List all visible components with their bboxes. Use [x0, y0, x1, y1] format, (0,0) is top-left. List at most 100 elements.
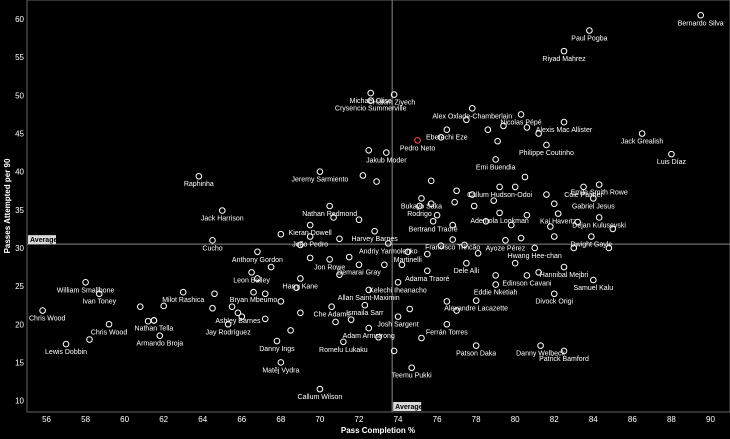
y-tick-label: 35 [15, 206, 24, 215]
point-label: Hakim Ziyech [373, 100, 416, 107]
point-label: Milot Rashica [162, 297, 204, 304]
data-point [277, 298, 285, 305]
point-label: Andriy Yarmolenko [359, 248, 418, 255]
data-point [297, 309, 304, 317]
data-point [306, 254, 314, 262]
point-label: Rodrigo [407, 211, 432, 218]
point-label: Chris Wood [29, 316, 66, 323]
point-label: Cole Palmer [564, 192, 603, 199]
data-point [580, 183, 587, 191]
point-label: Dejan Kulusevski [572, 222, 626, 229]
x-tick-label: 86 [628, 415, 637, 424]
data-point [414, 137, 421, 144]
data-point [517, 234, 525, 242]
point-label: Crysencio Summerville [335, 106, 407, 113]
data-point [355, 216, 363, 224]
data-point [472, 342, 480, 349]
data-point [365, 324, 373, 332]
data-point [293, 284, 300, 291]
data-point [367, 89, 374, 97]
point-label: Nathan Tella [135, 325, 174, 332]
x-tick-label: 58 [81, 415, 90, 424]
data-point [418, 195, 425, 202]
y-tick-label: 55 [15, 53, 24, 62]
data-point [326, 256, 333, 263]
point-label: Callum Wilson [298, 394, 343, 401]
point-label: Danny Ings [259, 346, 295, 353]
data-point [461, 241, 468, 249]
data-point [326, 202, 333, 210]
y-tick-label: 15 [15, 358, 24, 367]
data-point [697, 11, 705, 19]
data-point [330, 214, 337, 221]
data-point [474, 250, 482, 257]
data-point [136, 303, 144, 311]
data-point [179, 288, 187, 296]
point-label: Ferrán Torres [426, 329, 468, 336]
data-point [218, 207, 226, 214]
data-point [595, 214, 603, 221]
data-point [340, 338, 347, 346]
point-label: Chris Wood [91, 329, 128, 336]
data-point [365, 286, 373, 294]
data-point [336, 271, 343, 278]
data-point [502, 237, 509, 244]
y-tick-label: 40 [15, 168, 24, 177]
x-tick-label: 84 [589, 415, 598, 424]
point-label: Josh Sargent [377, 322, 418, 329]
data-point [468, 105, 476, 112]
data-point [468, 191, 476, 198]
data-point [492, 272, 499, 279]
average-lines: Average Average [27, 0, 730, 412]
data-point [507, 221, 515, 229]
data-point [398, 261, 406, 269]
data-point [424, 250, 431, 258]
point-label: Ivan Toney [82, 299, 116, 306]
point-label: Nathan Redmond [302, 211, 357, 218]
data-point [287, 327, 294, 334]
point-label: Jack Harrison [201, 216, 244, 223]
data-point [365, 147, 373, 154]
point-label: Michael Olise [350, 98, 392, 105]
axis-ticks: 56 58 60 62 64 66 68 70 72 74 76 78 80 82 84 86 88 90 10 15… [15, 15, 715, 424]
data-point [367, 97, 374, 105]
point-label: Danny Welbeck [516, 351, 565, 358]
data-point [451, 198, 458, 206]
average-x-badge [393, 402, 422, 411]
point-label: Lewis Dobbin [45, 349, 87, 356]
data-point [209, 237, 216, 244]
data-point [537, 342, 544, 349]
data-point [355, 261, 363, 269]
data-point [297, 241, 304, 249]
data-point [523, 272, 531, 279]
data-point [95, 290, 103, 298]
point-label: Martinelli [394, 257, 422, 264]
point-label: Demarai Gray [337, 270, 381, 277]
data-point [453, 187, 460, 195]
y-tick-label: 30 [15, 244, 24, 253]
data-point [437, 134, 445, 141]
point-label: Jon Rowe [314, 264, 345, 271]
data-point [375, 333, 382, 341]
point-label: Alexis Mac Allister [536, 127, 593, 134]
x-tick-label: 82 [550, 415, 559, 424]
point-label: Bertrand Traoré [409, 226, 458, 233]
point-label: Cucho [202, 245, 222, 252]
data-point [453, 307, 460, 314]
point-label: Jay Rodríguez [206, 329, 252, 336]
data-point [86, 336, 93, 343]
data-point [433, 211, 441, 219]
x-tick-label: 66 [237, 415, 246, 424]
y-tick-label: 25 [15, 282, 24, 291]
data-point [383, 149, 390, 156]
data-point [517, 111, 525, 118]
point-label: Callum Hudson-Odoi [467, 192, 532, 199]
data-point [470, 202, 478, 210]
point-labels: Bernardo Silva Paul Pogba Riyad Mahrez Mich… [29, 20, 724, 401]
data-point [543, 191, 550, 198]
data-point [345, 253, 353, 261]
data-point [547, 223, 554, 230]
point-label: Bryan Mbeumo [230, 297, 278, 304]
x-axis-title: Pass Completion % [341, 426, 415, 435]
